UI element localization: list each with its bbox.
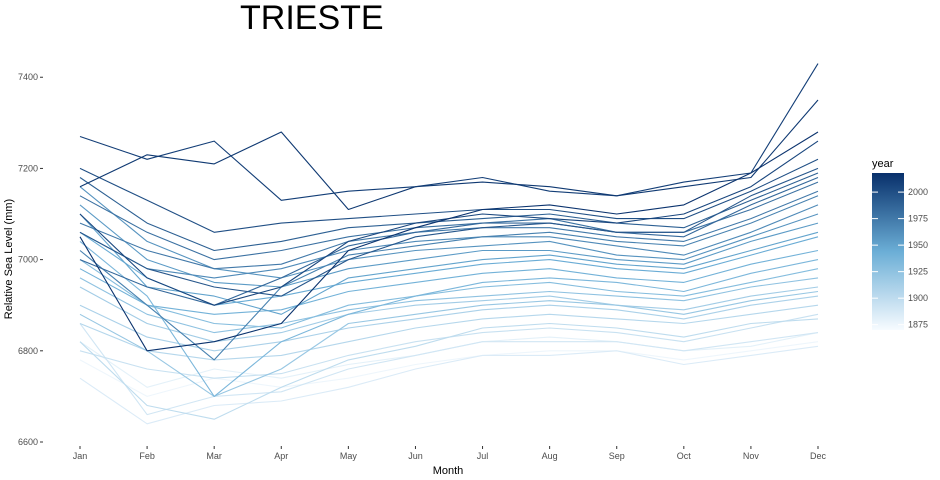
series-line-1960	[79, 186, 819, 279]
series-line-1885	[79, 345, 819, 425]
y-tick-label: 6800	[18, 346, 38, 356]
legend-tick-label: 2000	[908, 187, 928, 197]
chart-title: TRIESTE	[240, 0, 384, 37]
legend-title: year	[872, 158, 894, 170]
plot-area	[79, 63, 819, 425]
x-tick-label: Nov	[743, 451, 760, 461]
series-line-1940	[79, 249, 819, 315]
series-line-1955	[79, 204, 819, 288]
series-line-1990	[79, 172, 819, 252]
x-tick-label: May	[340, 451, 358, 461]
color-legend: year 1875 1900 1925 1950 1975 2000	[872, 158, 928, 330]
legend-tick-label: 1950	[908, 240, 928, 250]
series-line-1945	[79, 231, 819, 306]
series-line-1910	[79, 295, 819, 352]
series-line-1935	[79, 240, 819, 397]
series-line-1995	[79, 167, 819, 297]
x-tick-label: Oct	[677, 451, 692, 461]
series-line-1915	[79, 286, 819, 343]
x-tick-label: Jun	[408, 451, 423, 461]
series-line-1875	[79, 341, 819, 397]
series-line-1890	[79, 323, 819, 416]
series-line-1950	[79, 213, 819, 315]
series-line-2016	[79, 131, 819, 352]
legend-colorbar	[872, 173, 904, 330]
series-line-1920	[79, 290, 819, 397]
legend-tick-label: 1875	[908, 320, 928, 330]
x-tick-label: Sep	[609, 451, 625, 461]
series-line-1980	[79, 181, 819, 261]
legend-tick-label: 1975	[908, 214, 928, 224]
y-tick-label: 7400	[18, 72, 38, 82]
x-tick-label: Aug	[542, 451, 558, 461]
series-line-1905	[79, 304, 819, 361]
series-line-1930	[79, 259, 819, 329]
x-axis: Jan Feb Mar Apr May Jun Jul Aug Sep Oct Nov Dec	[73, 446, 827, 461]
legend-tick-label: 1925	[908, 267, 928, 277]
series-line-2010	[79, 63, 819, 201]
series-line-2000	[79, 158, 819, 233]
x-tick-label: Jul	[477, 451, 489, 461]
series-line-2013	[79, 99, 819, 211]
x-tick-label: Mar	[206, 451, 222, 461]
y-tick-label: 6600	[18, 437, 38, 447]
x-tick-label: Dec	[810, 451, 827, 461]
y-axis: 6600 6800 7000 7200 7400	[18, 72, 43, 447]
x-tick-label: Feb	[139, 451, 155, 461]
x-axis-title: Month	[433, 465, 464, 477]
y-axis-title: Relative Sea Level (mm)	[3, 199, 15, 319]
x-tick-label: Jan	[73, 451, 88, 461]
series-line-1900	[79, 318, 819, 420]
x-tick-label: Apr	[274, 451, 288, 461]
y-tick-label: 7200	[18, 163, 38, 173]
legend-tick-label: 1900	[908, 293, 928, 303]
series-line-1965	[79, 204, 819, 279]
y-tick-label: 7000	[18, 255, 38, 265]
series-line-1985	[79, 176, 819, 306]
series-line-1925	[79, 277, 819, 334]
series-line-1970	[79, 195, 819, 361]
series-line-1975	[79, 190, 819, 270]
